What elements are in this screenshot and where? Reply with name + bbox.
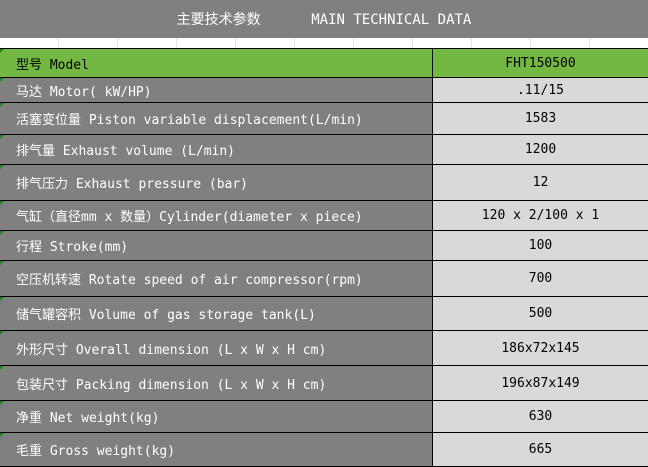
table-row: 气缸（直径mm x 数量）Cylinder(diameter x piece) 1… — [0, 201, 648, 231]
header-row: 型号 Model FHT150500 — [0, 49, 648, 78]
spec-value[interactable]: 120 x 2/100 x 1 — [433, 201, 648, 230]
spec-table: 型号 Model FHT150500 马达 Motor( kW/HP) .11/15 活… — [0, 49, 648, 467]
spec-value[interactable]: 12 — [433, 165, 648, 200]
spec-value[interactable]: 665 — [433, 433, 648, 466]
sheet-title: 主要技术参数 MAIN TECHNICAL DATA — [0, 0, 648, 38]
table-row: 毛重 Gross weight(kg) 665 — [0, 433, 648, 467]
spec-label[interactable]: 空压机转速 Rotate speed of air compressor(rpm… — [0, 261, 433, 296]
spec-value[interactable]: 196x87x149 — [433, 366, 648, 400]
spec-value[interactable]: 500 — [433, 297, 648, 330]
table-row: 外形尺寸 Overall dimension (L x W x H cm) 186… — [0, 331, 648, 366]
spec-label[interactable]: 储气罐容积 Volume of gas storage tank(L) — [0, 297, 433, 330]
spec-label[interactable]: 包装尺寸 Packing dimension (L x W x H cm) — [0, 366, 433, 400]
table-row: 活塞变位量 Piston variable displacement(L/min… — [0, 103, 648, 135]
table-row: 行程 Stroke(mm) 100 — [0, 231, 648, 261]
spec-value[interactable]: 1583 — [433, 103, 648, 134]
spec-value[interactable]: 700 — [433, 261, 648, 296]
spec-label[interactable]: 型号 Model — [0, 49, 433, 77]
spec-label[interactable]: 排气压力 Exhaust pressure (bar) — [0, 165, 433, 200]
empty-row — [0, 38, 648, 49]
spec-value[interactable]: FHT150500 — [433, 49, 648, 77]
spec-label[interactable]: 排气量 Exhaust volume (L/min) — [0, 135, 433, 164]
spec-value[interactable]: 186x72x145 — [433, 331, 648, 365]
table-row: 空压机转速 Rotate speed of air compressor(rpm… — [0, 261, 648, 297]
spec-value[interactable]: .11/15 — [433, 78, 648, 102]
spec-label[interactable]: 行程 Stroke(mm) — [0, 231, 433, 260]
spec-value[interactable]: 1200 — [433, 135, 648, 164]
table-row: 储气罐容积 Volume of gas storage tank(L) 500 — [0, 297, 648, 331]
spec-label[interactable]: 活塞变位量 Piston variable displacement(L/min… — [0, 103, 433, 134]
spec-label[interactable]: 毛重 Gross weight(kg) — [0, 433, 433, 466]
table-row: 排气量 Exhaust volume (L/min) 1200 — [0, 135, 648, 165]
spec-label[interactable]: 马达 Motor( kW/HP) — [0, 78, 433, 102]
table-row: 净重 Net weight(kg) 630 — [0, 401, 648, 433]
table-row: 马达 Motor( kW/HP) .11/15 — [0, 78, 648, 103]
table-row: 包装尺寸 Packing dimension (L x W x H cm) 196… — [0, 366, 648, 401]
spec-label[interactable]: 气缸（直径mm x 数量）Cylinder(diameter x piece) — [0, 201, 433, 230]
spec-value[interactable]: 100 — [433, 231, 648, 260]
spec-label[interactable]: 外形尺寸 Overall dimension (L x W x H cm) — [0, 331, 433, 365]
spec-value[interactable]: 630 — [433, 401, 648, 432]
table-row: 排气压力 Exhaust pressure (bar) 12 — [0, 165, 648, 201]
spec-label[interactable]: 净重 Net weight(kg) — [0, 401, 433, 432]
